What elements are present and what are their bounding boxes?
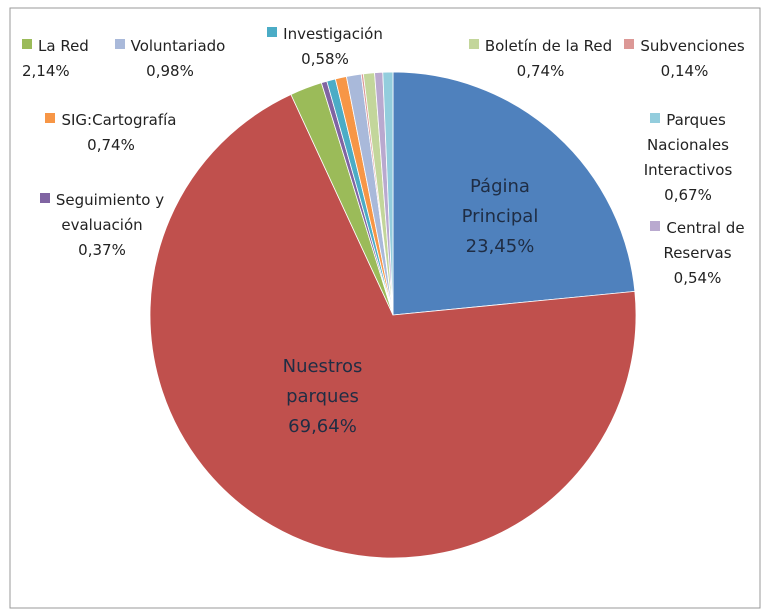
category-name: Seguimiento y evaluación [55,191,165,234]
slice-label: Boletín de la Red 0,74% [468,34,613,84]
slice-label: Central de Reservas 0,54% [635,216,760,291]
value-label: 0,74% [87,136,135,154]
category-name: Investigación [283,25,383,43]
slice-label: Nuestros parques 69,64% [250,352,395,442]
slice-label: Investigación 0,58% [255,22,395,72]
slice-label: Seguimiento y evaluación 0,37% [22,188,182,263]
value-label: 23,45% [465,236,535,257]
legend-swatch [39,193,50,203]
value-label: 0,67% [664,186,712,204]
slice-label: Voluntariado 0,98% [100,34,240,84]
pie-slice [149,93,637,559]
slice-label: Página Principal 23,45% [430,172,570,262]
category-name: Boletín de la Red [484,37,613,55]
legend-swatch [624,39,635,49]
category-name: Central de Reservas [663,219,745,262]
slice-label: La Red 2,14% [22,34,122,84]
slice-label: Subvenciones 0,14% [612,34,757,84]
value-label: 0,74% [516,62,565,80]
pie-slice [382,71,394,316]
category-name: SIG:Cartografía [61,111,177,129]
legend-swatch [45,113,56,123]
value-label: 0,98% [146,62,194,80]
legend-swatch [22,39,32,49]
category-name: Voluntariado [130,37,226,55]
category-name: Nuestros parques [282,356,363,407]
category-name: Parques Nacionales Interactivos [643,111,733,179]
slice-label: Parques Nacionales Interactivos 0,67% [618,108,758,208]
legend-swatch [114,39,125,49]
value-label: 0,37% [78,241,126,259]
legend-swatch [650,221,661,231]
value-label: 0,14% [660,62,709,80]
value-label: 2,14% [22,62,70,80]
slice-label: SIG:Cartografía 0,74% [26,108,196,158]
value-label: 0,58% [301,50,349,68]
legend-swatch [468,39,479,49]
value-label: 69,64% [288,416,357,437]
category-name: Página Principal [461,176,539,227]
category-name: Subvenciones [640,37,745,55]
value-label: 0,54% [673,269,722,287]
legend-swatch [650,113,661,123]
category-name: La Red [38,37,89,55]
pie-slice [392,71,636,316]
legend-swatch [267,27,278,37]
